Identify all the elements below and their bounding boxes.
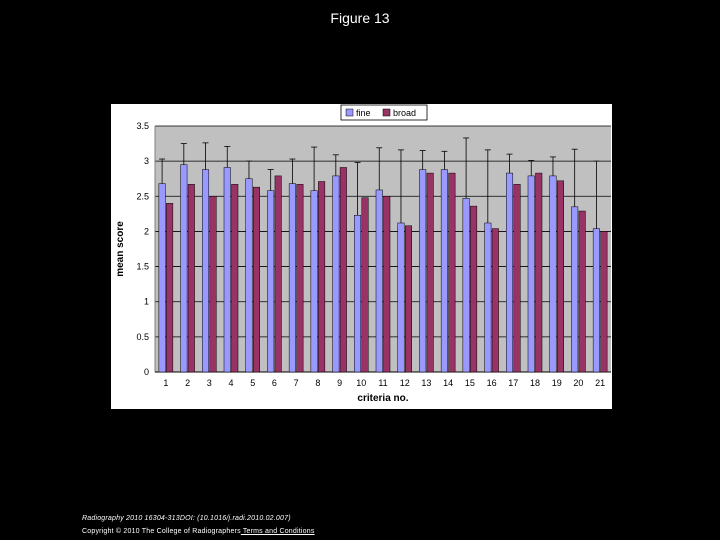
bar-fine [462,198,470,373]
bar-chart: 00.511.522.533.51 2 3 4 5 6 7 8 9 10 11 12 13 14 15 16 1… [115,104,611,404]
bar-broad [361,197,369,373]
x-tick-label: 5 [250,378,255,388]
y-tick-label: 0 [144,367,149,377]
bar-broad [383,196,391,373]
bar-fine [245,178,253,373]
bar-broad [187,184,195,373]
x-tick-label: 18 [530,378,540,388]
x-tick-label: 1 [163,378,168,388]
bar-broad [535,172,543,373]
x-tick-label: 15 [465,378,475,388]
x-tick-label: 6 [272,378,277,388]
bar-broad [578,210,586,373]
x-tick-label: 9 [337,378,342,388]
x-tick-label: 11 [378,378,387,388]
x-tick-label: 21 [595,378,605,388]
bar-fine [288,183,296,373]
bar-broad [339,167,347,373]
bar-fine [592,228,600,373]
bar-fine [484,222,492,373]
bar-broad [404,225,412,373]
x-tick-label: 2 [185,378,190,388]
bar-fine [506,172,514,373]
bar-broad [252,186,260,373]
bar-fine [397,222,405,373]
x-tick-label: 8 [315,378,320,388]
x-tick-label: 3 [207,378,212,388]
bar-broad [209,196,217,373]
chart-panel: 0 0.5 1 1.5 2 2.5 3 3.5 1 2 3 4 5 6 7 8 9 10 11 12 13 14 15 16 1… [111,104,612,409]
x-tick-label: 20 [573,378,583,388]
terms-and-conditions-link[interactable]: Terms and Conditions [240,528,315,535]
bar-fine [375,189,383,373]
copyright-text: Copyright © 2010 The College of Radiogra… [82,528,241,535]
bar-broad [318,181,326,373]
legend-swatch-broad [382,108,391,117]
y-axis-title: mean score [115,221,126,277]
bar-fine [440,169,448,373]
x-tick-label: 17 [508,378,518,388]
y-tick-label: 1 [144,297,149,307]
x-tick-label: 4 [228,378,233,388]
x-tick-label: 13 [421,378,431,388]
citation-text: Radiography 2010 16304-313DOI: (10.1016/… [82,515,291,522]
bar-broad [491,228,499,373]
figure-title: Figure 13 [330,10,390,26]
x-tick-label: 7 [294,378,299,388]
x-axis-title: criteria no. [357,393,408,404]
bar-fine [419,169,427,373]
bar-fine [310,190,318,373]
bar-fine [223,167,231,373]
bar-fine [267,190,275,373]
bar-broad [274,175,282,373]
x-tick-label: 12 [400,378,410,388]
y-tick-label: 3.5 [136,121,149,131]
bar-fine [571,206,579,373]
bar-broad [296,184,304,373]
copyright-line: Copyright © 2010 The College of Radiogra… [82,528,315,535]
legend: fine broad [340,104,428,121]
plot-area [155,126,611,372]
legend-swatch-fine [345,108,354,117]
bar-broad [426,172,434,373]
bar-fine [549,175,557,373]
bar-fine [202,169,210,373]
legend-label-fine: fine [356,108,371,118]
y-tick-label: 0.5 [136,332,149,342]
bar-fine [332,175,340,373]
y-tick-label: 2.5 [136,191,149,201]
y-tick-label: 1.5 [136,262,149,272]
legend-label-broad: broad [393,108,416,118]
y-tick-label: 2 [144,226,149,236]
bar-fine [180,164,188,373]
bar-broad [166,203,174,373]
bar-broad [556,180,564,373]
x-tick-label: 10 [356,378,366,388]
y-tick-label: 3 [144,156,149,166]
bar-broad [513,184,521,373]
bar-broad [600,231,608,373]
bar-broad [470,205,478,373]
x-tick-label: 19 [552,378,562,388]
x-tick-label: 16 [487,378,497,388]
bar-fine [527,175,535,373]
bar-broad [448,172,456,373]
bar-fine [158,183,166,373]
x-tick-label: 14 [443,378,453,388]
bar-broad [231,184,239,373]
bar-fine [354,215,362,373]
